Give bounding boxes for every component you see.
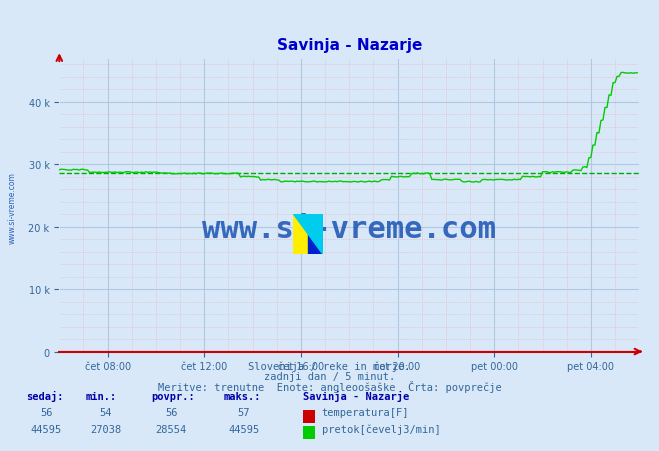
Text: www.si-vreme.com: www.si-vreme.com: [202, 214, 496, 243]
Text: maks.:: maks.:: [224, 391, 262, 401]
Text: 54: 54: [100, 407, 111, 417]
Text: 57: 57: [238, 407, 250, 417]
Title: Savinja - Nazarje: Savinja - Nazarje: [277, 38, 422, 53]
Text: 27038: 27038: [90, 423, 121, 433]
Text: min.:: min.:: [86, 391, 117, 401]
Bar: [308, 214, 323, 255]
Text: sedaj:: sedaj:: [26, 390, 64, 401]
Bar: [293, 214, 308, 255]
Text: 56: 56: [40, 407, 52, 417]
Text: temperatura[F]: temperatura[F]: [322, 407, 409, 417]
Text: Meritve: trenutne  Enote: angleoošaške  Črta: povprečje: Meritve: trenutne Enote: angleoošaške Čr…: [158, 381, 501, 393]
Text: pretok[čevelj3/min]: pretok[čevelj3/min]: [322, 423, 440, 433]
Text: 44595: 44595: [30, 423, 62, 433]
Polygon shape: [293, 214, 323, 255]
Text: Savinja - Nazarje: Savinja - Nazarje: [303, 390, 409, 401]
Text: 56: 56: [165, 407, 177, 417]
Text: 28554: 28554: [156, 423, 187, 433]
Text: 44595: 44595: [228, 423, 260, 433]
Text: Slovenija / reke in morje.: Slovenija / reke in morje.: [248, 361, 411, 371]
Text: zadnji dan / 5 minut.: zadnji dan / 5 minut.: [264, 371, 395, 381]
Text: povpr.:: povpr.:: [152, 391, 195, 401]
Text: www.si-vreme.com: www.si-vreme.com: [8, 171, 17, 244]
